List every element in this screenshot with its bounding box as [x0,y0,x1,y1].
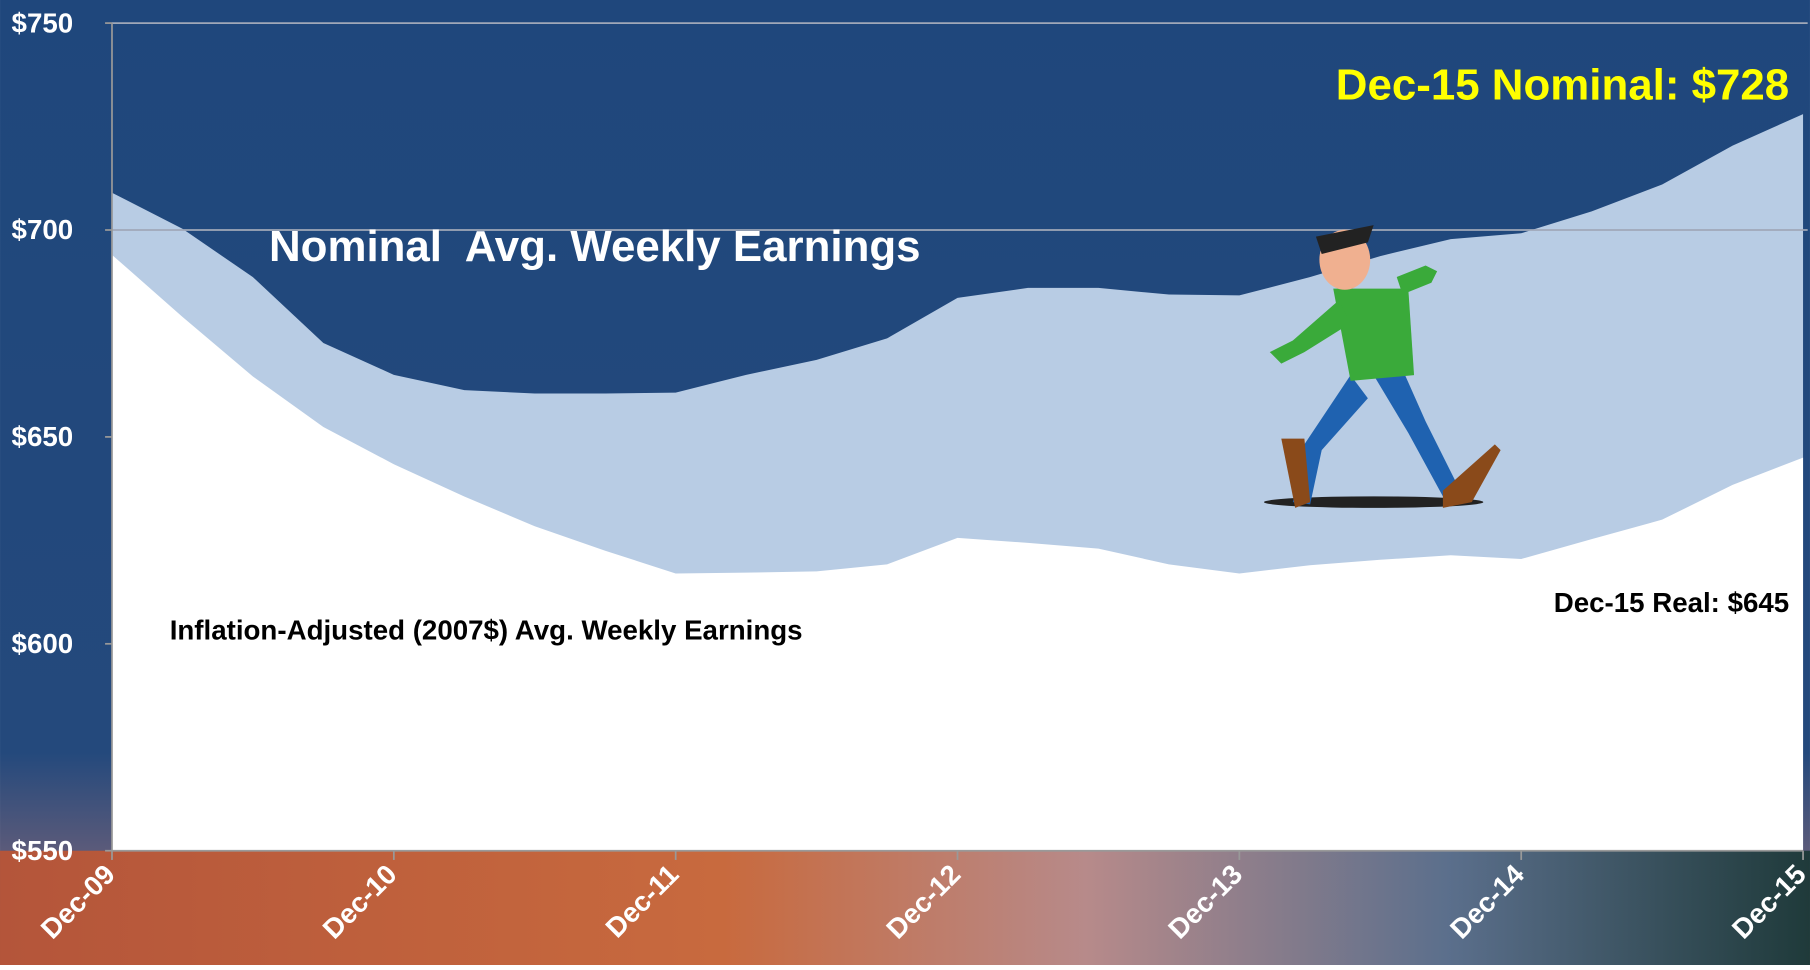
y-tick-label: $700 [12,214,74,245]
y-tick-label: $600 [12,628,74,659]
annotation: Dec-15 Nominal: $728 [1336,60,1789,109]
annotation: Dec-15 Real: $645 [1554,587,1790,618]
y-tick-label: $750 [12,7,74,38]
landscape [0,850,1810,965]
walking-man [1263,225,1501,508]
series-label: Inflation-Adjusted (2007$) Avg. Weekly E… [170,614,803,645]
area [111,254,1804,851]
y-tick-label: $550 [12,835,74,866]
y-tick-label: $650 [12,421,74,452]
series-label: Nominal Avg. Weekly Earnings [269,222,921,271]
